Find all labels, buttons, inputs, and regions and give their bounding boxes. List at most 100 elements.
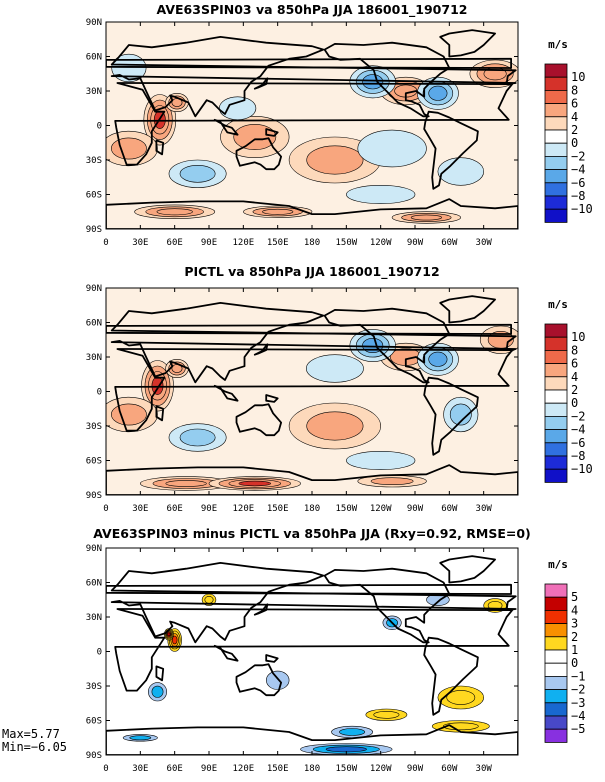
colorbar-level-label: −2 <box>571 149 585 163</box>
lon-tick-label: 180 <box>304 764 320 774</box>
colorbar-level-label: −6 <box>571 436 585 450</box>
colorbar-box <box>544 649 568 664</box>
colorbar-level-label: −4 <box>571 709 585 723</box>
lon-tick-label: 60W <box>441 238 458 248</box>
coastline <box>423 636 479 716</box>
lon-tick-label: 120W <box>370 238 392 248</box>
lat-tick-label: 60N <box>86 319 102 329</box>
colorbar-box <box>544 116 568 131</box>
lat-tick-label: 30N <box>86 353 102 363</box>
lon-tick-label: 150W <box>335 238 357 248</box>
lat-tick-label: 30S <box>86 156 102 166</box>
contour-blob <box>179 428 216 447</box>
colorbar-box <box>544 350 568 365</box>
colorbar-box <box>544 468 568 483</box>
colorbar-units: m/s <box>548 300 568 311</box>
coastline <box>439 295 497 324</box>
lon-tick-label: 150E <box>267 764 289 774</box>
lon-tick-label: 0 <box>103 238 108 248</box>
contour-blob <box>219 96 257 121</box>
contour-blob <box>449 403 472 426</box>
colorbar-box <box>544 323 568 338</box>
coastline <box>155 139 165 156</box>
lon-tick-label: 120W <box>370 504 392 514</box>
colorbar-level-label: 2 <box>571 383 578 397</box>
contour-blob <box>238 480 272 487</box>
max-value: Max=5.77 <box>2 727 60 741</box>
colorbar-level-label: 0 <box>571 136 578 150</box>
contour-blob <box>266 670 290 690</box>
lon-tick-label: 0 <box>103 504 108 514</box>
coastline <box>155 405 165 422</box>
contour-blob <box>233 124 277 151</box>
lon-tick-label: 30E <box>132 764 148 774</box>
coastline <box>439 29 497 58</box>
lon-tick-label: 180 <box>304 238 320 248</box>
field-layer <box>106 555 518 755</box>
coastline <box>106 464 518 495</box>
colorbar-level-label: 0 <box>571 396 578 410</box>
contour-blob <box>437 157 484 186</box>
contour-blob <box>346 451 416 471</box>
contour-blob <box>362 74 384 90</box>
contour-blob <box>110 137 147 160</box>
colorbar-level-label: 0 <box>571 656 578 670</box>
lat-tick-label: 90N <box>86 284 102 294</box>
colorbar-box <box>544 402 568 417</box>
coastline <box>106 724 518 755</box>
contour-blob <box>346 185 416 205</box>
contour-blob <box>305 354 364 383</box>
lon-tick-label: 120E <box>232 764 254 774</box>
contour-blob <box>357 129 427 168</box>
min-value: Min=−6.05 <box>2 740 68 754</box>
lat-tick-label: 60S <box>86 457 102 467</box>
lat-tick-label: 90S <box>86 225 102 235</box>
colorbar-level-label: −1 <box>571 669 585 683</box>
coastline <box>439 555 497 584</box>
colorbar-box <box>544 715 568 730</box>
colorbar-box <box>544 376 568 391</box>
lon-tick-label: 120W <box>370 764 392 774</box>
coastline <box>110 35 517 118</box>
contour-blob <box>370 477 414 485</box>
coastline <box>110 561 517 644</box>
colorbar-box <box>544 195 568 210</box>
lon-tick-label: 90W <box>407 238 424 248</box>
coastline <box>423 110 479 190</box>
colorbar-level-label: −10 <box>571 202 593 216</box>
lat-tick-label: 0 <box>97 388 102 398</box>
lon-tick-label: 150E <box>267 238 289 248</box>
contour-blob <box>446 690 476 705</box>
lon-tick-label: 90E <box>201 238 217 248</box>
colorbar-level-label: 2 <box>571 123 578 137</box>
colorbar-box <box>544 63 568 78</box>
colorbar-box <box>544 76 568 91</box>
colorbar-box <box>544 702 568 717</box>
colorbar-box <box>544 90 568 105</box>
colorbar-level-label: −2 <box>571 683 585 697</box>
lon-tick-label: 60W <box>441 764 458 774</box>
colorbar-box <box>544 442 568 457</box>
colorbar-level-label: −5 <box>571 722 585 736</box>
lat-tick-label: 30S <box>86 682 102 692</box>
colorbar-level-label: −8 <box>571 189 585 203</box>
colorbar-level-label: 4 <box>571 110 578 124</box>
colorbar-box <box>544 142 568 157</box>
panel-title: AVE63SPIN03 va 850hPa JJA 186001_190712 <box>156 2 468 17</box>
contour-blob <box>306 145 364 175</box>
colorbar-level-label: 10 <box>571 330 585 344</box>
lon-tick-label: 120E <box>232 238 254 248</box>
lon-tick-label: 30E <box>132 238 148 248</box>
colorbar-level-label: 6 <box>571 97 578 111</box>
lon-tick-label: 180 <box>304 504 320 514</box>
coastline <box>213 644 239 662</box>
colorbar-box <box>544 623 568 638</box>
colorbar-box <box>544 416 568 431</box>
lon-tick-label: 0 <box>103 764 108 774</box>
coastline <box>106 57 513 69</box>
colorbar-box <box>544 336 568 351</box>
contour-blob <box>306 411 364 441</box>
lon-tick-label: 120E <box>232 504 254 514</box>
